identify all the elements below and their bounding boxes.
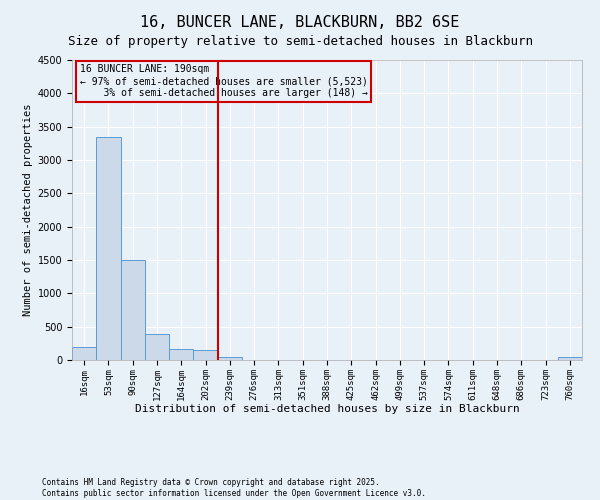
Bar <box>218 356 242 360</box>
Text: Size of property relative to semi-detached houses in Blackburn: Size of property relative to semi-detach… <box>67 35 533 48</box>
Bar <box>145 334 169 360</box>
Text: 16, BUNCER LANE, BLACKBURN, BB2 6SE: 16, BUNCER LANE, BLACKBURN, BB2 6SE <box>140 15 460 30</box>
Bar <box>121 260 145 360</box>
Bar <box>193 350 218 360</box>
X-axis label: Distribution of semi-detached houses by size in Blackburn: Distribution of semi-detached houses by … <box>134 404 520 414</box>
Bar <box>72 346 96 360</box>
Bar <box>558 356 582 360</box>
Y-axis label: Number of semi-detached properties: Number of semi-detached properties <box>23 104 34 316</box>
Bar <box>169 350 193 360</box>
Text: Contains HM Land Registry data © Crown copyright and database right 2025.
Contai: Contains HM Land Registry data © Crown c… <box>42 478 426 498</box>
Bar <box>96 136 121 360</box>
Text: 16 BUNCER LANE: 190sqm
← 97% of semi-detached houses are smaller (5,523)
    3% : 16 BUNCER LANE: 190sqm ← 97% of semi-det… <box>80 64 368 98</box>
